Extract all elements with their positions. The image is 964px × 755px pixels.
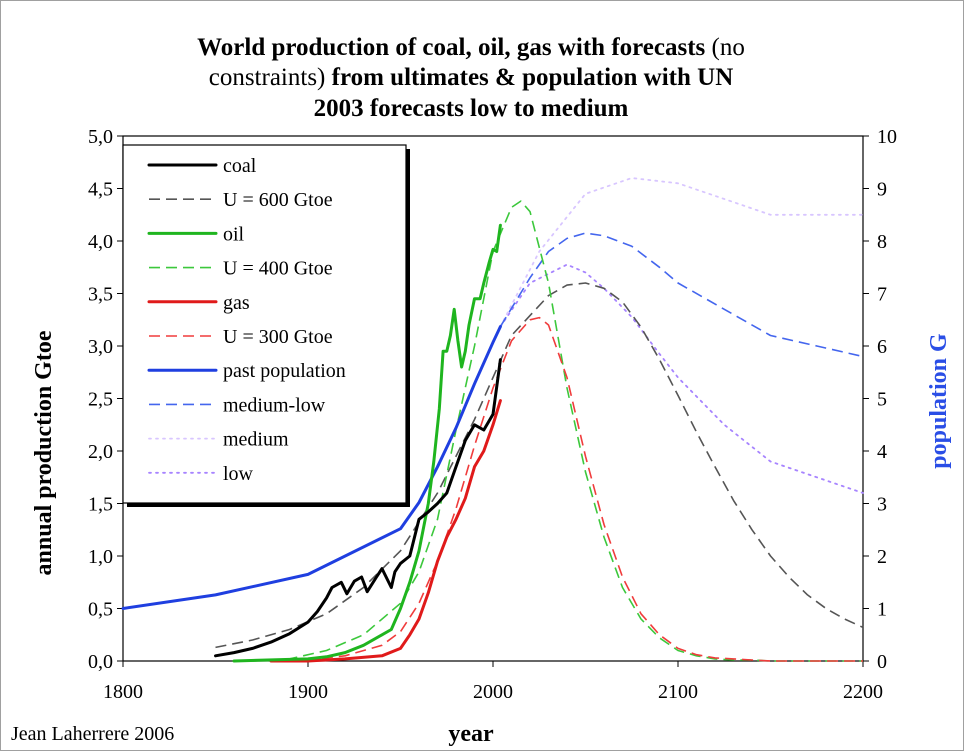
legend-label-u-600-gtoe: U = 600 Gtoe bbox=[223, 189, 333, 211]
y-tick-label: 0,0 bbox=[88, 651, 113, 673]
chart-title-line2-plain: constraints) bbox=[209, 64, 326, 91]
y-tick-label: 5,0 bbox=[88, 126, 113, 148]
series-line-medium bbox=[500, 178, 863, 327]
x-tick-label: 2000 bbox=[473, 681, 513, 703]
chart-title-line1: World production of coal, oil, gas with … bbox=[197, 34, 745, 61]
credit-text: Jean Laherrere 2006 bbox=[11, 723, 174, 745]
y2-tick-label: 4 bbox=[877, 441, 887, 463]
y2-tick-label: 10 bbox=[877, 126, 897, 148]
y2-tick-label: 0 bbox=[877, 651, 887, 673]
y-axis-label: annual production Gtoe bbox=[31, 330, 57, 575]
series-line-medium-low bbox=[500, 233, 863, 356]
y-tick-label: 1,0 bbox=[88, 546, 113, 568]
legend-label-medium-low: medium-low bbox=[223, 394, 326, 416]
legend-label-past-population: past population bbox=[223, 360, 346, 382]
legend-label-u-400-gtoe: U = 400 Gtoe bbox=[223, 258, 333, 280]
y-tick-label: 4,5 bbox=[88, 179, 113, 201]
legend-label-oil: oil bbox=[223, 223, 245, 245]
y2-tick-label: 1 bbox=[877, 599, 887, 621]
x-tick-label: 1800 bbox=[103, 681, 143, 703]
y-tick-label: 2,0 bbox=[88, 441, 113, 463]
x-tick-label: 2100 bbox=[658, 681, 698, 703]
y-tick-label: 2,5 bbox=[88, 389, 113, 411]
y-tick-label: 4,0 bbox=[88, 231, 113, 253]
y-tick-label: 3,5 bbox=[88, 284, 113, 306]
y2-tick-label: 3 bbox=[877, 494, 887, 516]
x-tick-label: 2200 bbox=[843, 681, 883, 703]
chart-title-plain: (no bbox=[705, 34, 745, 61]
chart-title-line2-bold: from ultimates & population with UN bbox=[325, 64, 733, 91]
legend-label-coal: coal bbox=[223, 155, 257, 177]
x-axis-label: year bbox=[448, 721, 494, 747]
y2-tick-label: 2 bbox=[877, 546, 887, 568]
y-tick-label: 0,5 bbox=[88, 599, 113, 621]
legend-label-gas: gas bbox=[223, 292, 250, 314]
legend-label-u-300-gtoe: U = 300 Gtoe bbox=[223, 326, 333, 348]
y-tick-label: 3,0 bbox=[88, 336, 113, 358]
y2-tick-label: 5 bbox=[877, 389, 887, 411]
chart-title-line2: constraints) from ultimates & population… bbox=[209, 64, 734, 91]
legend-label-medium: medium bbox=[223, 429, 289, 451]
chart-title-line3: 2003 forecasts low to medium bbox=[314, 95, 629, 122]
y2-tick-label: 8 bbox=[877, 231, 887, 253]
chart-title-bold-1: World production of coal, oil, gas with … bbox=[197, 34, 705, 61]
y2-tick-label: 7 bbox=[877, 284, 887, 306]
y2-tick-label: 9 bbox=[877, 179, 887, 201]
x-tick-label: 1900 bbox=[288, 681, 328, 703]
legend: coal U = 600 Gtoe oil U = 400 Gtoe gas U = 30… bbox=[123, 145, 410, 507]
y-tick-label: 1,5 bbox=[88, 494, 113, 516]
y2-tick-label: 6 bbox=[877, 336, 887, 358]
series-line-low bbox=[500, 265, 863, 493]
legend-label-low: low bbox=[223, 463, 254, 485]
y2-axis-label: population G bbox=[926, 333, 952, 469]
